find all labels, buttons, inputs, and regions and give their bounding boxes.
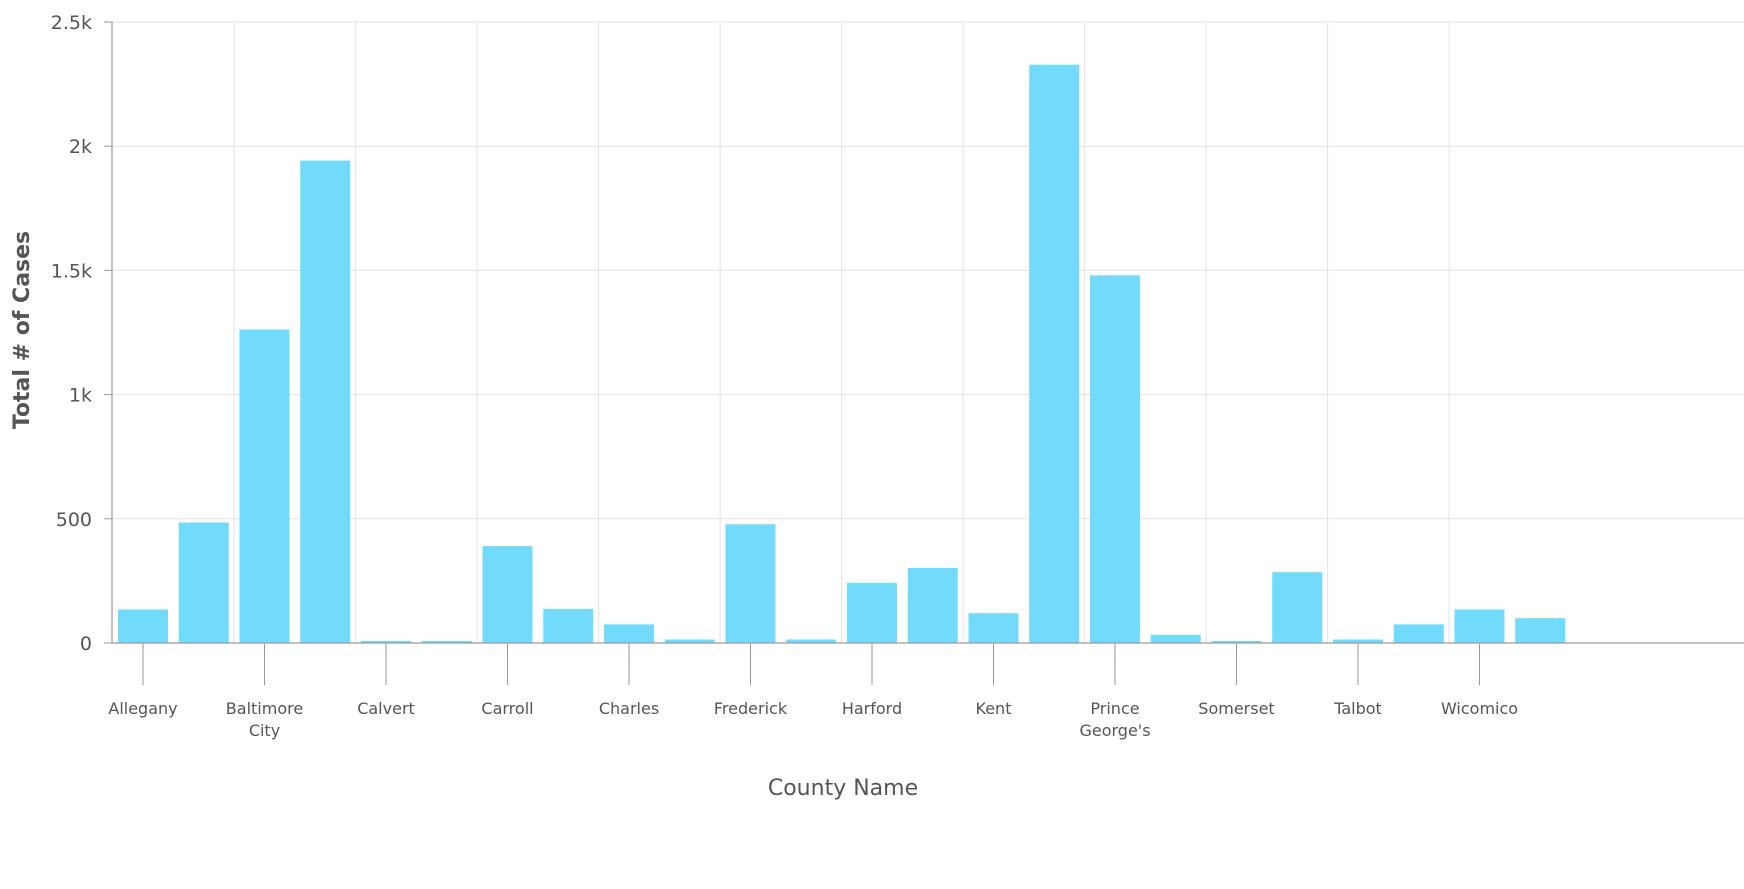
bars xyxy=(118,64,1566,644)
bar[interactable] xyxy=(604,624,654,643)
bar[interactable] xyxy=(847,582,897,643)
y-axis-ticks: 0 500 1k 1.5k 2k 2.5k xyxy=(51,12,112,655)
x-tick-label-line: City xyxy=(249,721,280,740)
x-tick-label-line: Baltimore xyxy=(226,699,303,718)
x-tick-label: Wicomico xyxy=(1441,699,1518,718)
bar[interactable] xyxy=(1272,572,1323,643)
x-tick-label-line: Carroll xyxy=(481,699,533,718)
axes xyxy=(111,22,1744,644)
x-tick-label-line: Talbot xyxy=(1333,699,1382,718)
x-tick-label-line: Allegany xyxy=(108,699,177,718)
bar[interactable] xyxy=(543,608,594,643)
y-tick-label: 1.5k xyxy=(51,260,92,282)
bar[interactable] xyxy=(1211,641,1262,643)
x-axis-title: County Name xyxy=(768,776,918,801)
bar[interactable] xyxy=(664,639,715,643)
y-tick-label: 2k xyxy=(69,136,92,158)
bar[interactable] xyxy=(907,567,958,643)
bar[interactable] xyxy=(1150,634,1201,643)
x-tick-label: Prince George's xyxy=(1079,699,1150,740)
bar[interactable] xyxy=(1515,618,1566,643)
bar[interactable] xyxy=(118,609,168,643)
bar[interactable] xyxy=(725,524,776,643)
x-tick-label-line: Kent xyxy=(976,699,1012,718)
x-tick-label: Frederick xyxy=(714,699,788,718)
y-tick-label: 0 xyxy=(80,633,92,655)
bar[interactable] xyxy=(1333,639,1383,643)
x-tick-label: Kent xyxy=(976,699,1012,718)
bar[interactable] xyxy=(421,641,472,643)
x-tick-label-line: Harford xyxy=(842,699,902,718)
bar[interactable] xyxy=(482,546,533,643)
x-tick-label-line: Prince xyxy=(1090,699,1139,718)
bar[interactable] xyxy=(239,329,290,643)
bar[interactable] xyxy=(968,613,1019,643)
bar[interactable] xyxy=(1029,64,1080,644)
x-tick-label: Talbot xyxy=(1333,699,1382,718)
y-tick-label: 1k xyxy=(69,385,92,407)
gridlines xyxy=(112,21,1744,643)
bar[interactable] xyxy=(786,639,837,643)
bar[interactable] xyxy=(1090,275,1140,643)
x-tick-label: Carroll xyxy=(481,699,533,718)
x-tick-label: Charles xyxy=(599,699,659,718)
bar[interactable] xyxy=(178,522,229,643)
x-tick-label-line: Wicomico xyxy=(1441,699,1518,718)
x-tick-label: Baltimore City xyxy=(226,699,303,740)
bar[interactable] xyxy=(1393,624,1444,643)
x-tick-label: Calvert xyxy=(357,699,415,718)
x-tick-label: Allegany xyxy=(108,699,177,718)
y-tick-label: 500 xyxy=(56,509,92,531)
x-tick-label: Harford xyxy=(842,699,902,718)
x-tick-label-line: Charles xyxy=(599,699,659,718)
x-tick-label-line: Calvert xyxy=(357,699,415,718)
x-tick-label-line: George's xyxy=(1079,721,1150,740)
y-tick-label: 2.5k xyxy=(51,12,92,34)
y-axis-title: Total # of Cases xyxy=(10,231,35,429)
bar[interactable] xyxy=(361,641,411,643)
x-tick-label: Somerset xyxy=(1198,699,1274,718)
bar[interactable] xyxy=(1454,609,1505,643)
bar[interactable] xyxy=(300,160,351,644)
x-tick-label-line: Somerset xyxy=(1198,699,1274,718)
x-tick-label-line: Frederick xyxy=(714,699,788,718)
x-axis-ticks: Allegany Baltimore City Calvert Carroll Charl… xyxy=(108,643,1518,740)
